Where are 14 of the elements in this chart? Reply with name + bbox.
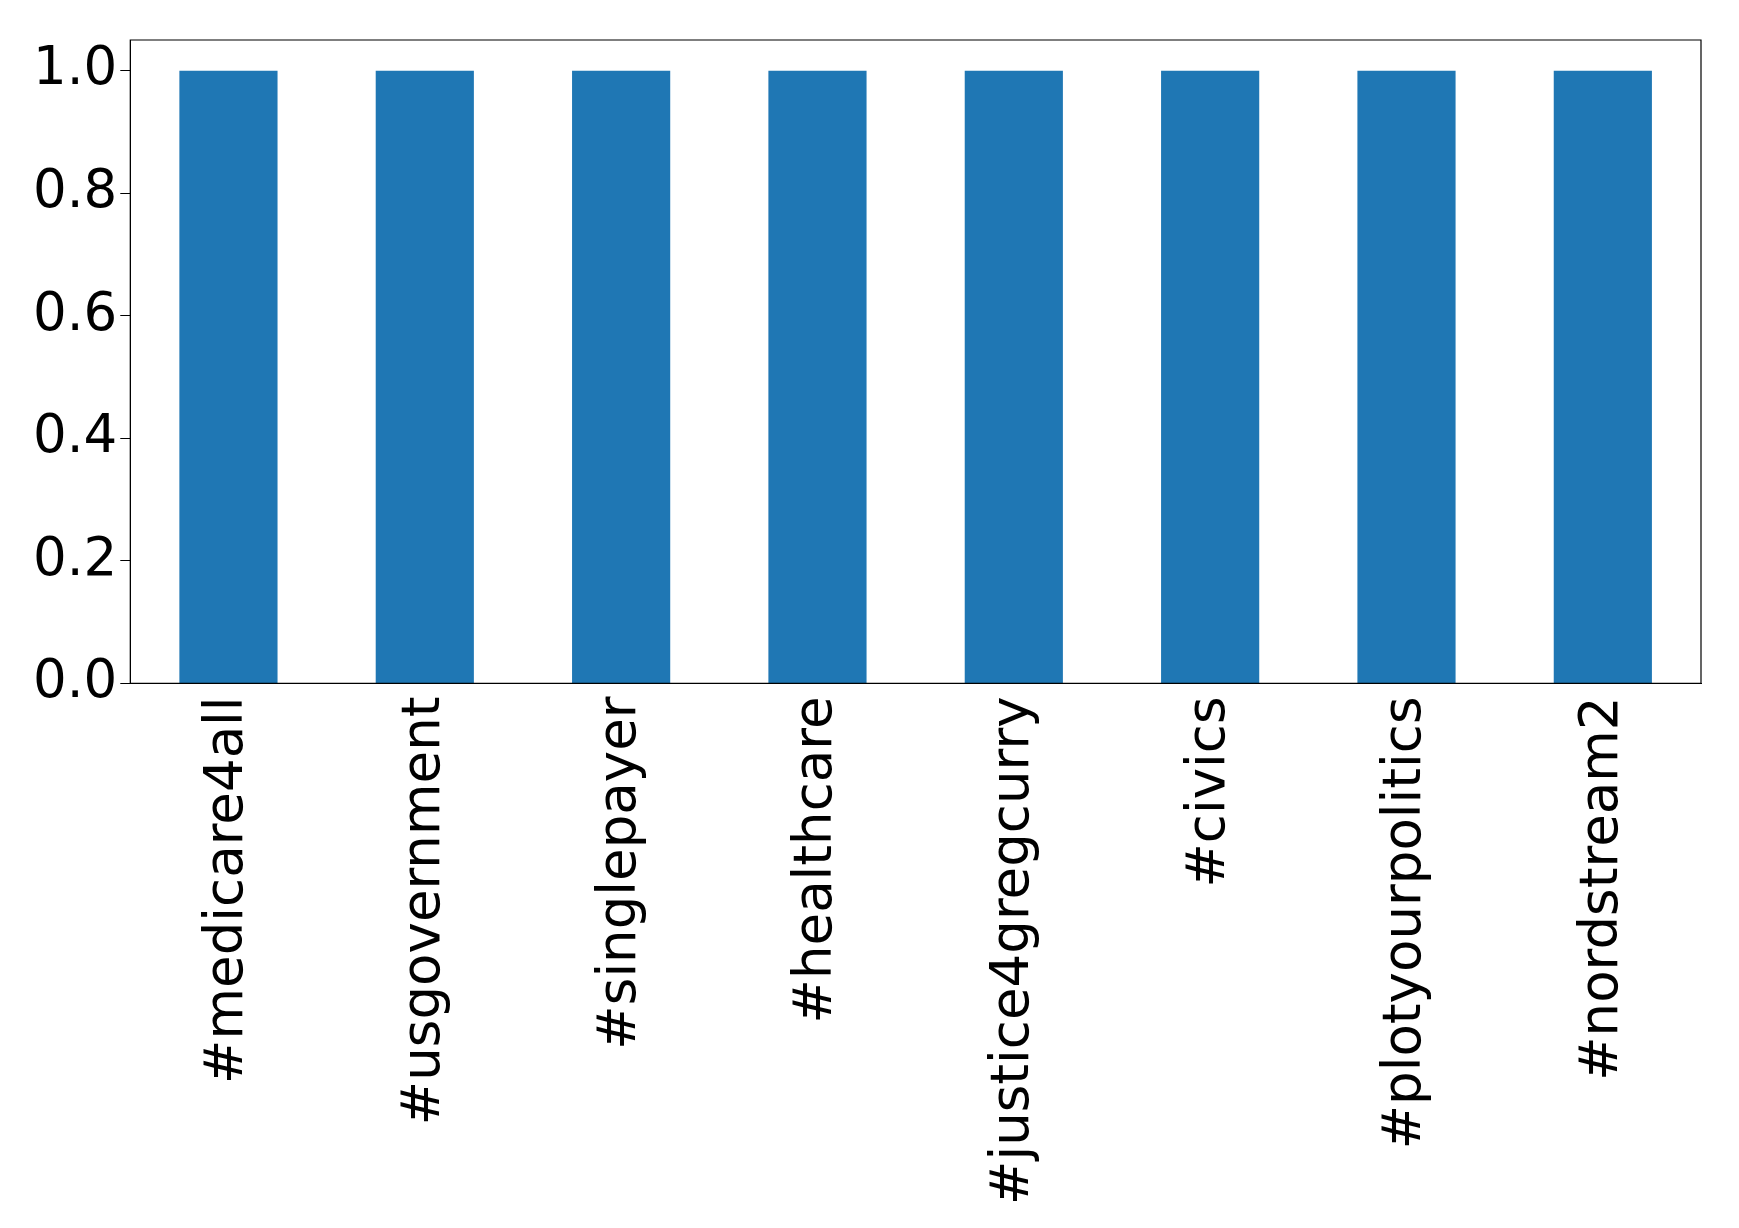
- y-tick-label: 0.6: [32, 280, 118, 342]
- y-tick-label: 0.2: [32, 525, 118, 587]
- x-tick-label: #justice4gregcurry: [978, 696, 1040, 1206]
- x-tick-label: #medicare4all: [193, 696, 255, 1084]
- y-tick-label: 0.0: [32, 648, 118, 710]
- x-tick-label: #nordstream2: [1567, 696, 1629, 1081]
- x-tick-label: #plotyourpolitics: [1371, 696, 1433, 1150]
- y-tick-label: 1.0: [32, 35, 118, 97]
- x-tick-label: #healthcare: [782, 696, 844, 1024]
- x-tick-label: #singlepayer: [585, 696, 647, 1050]
- x-tick-label: #civics: [1174, 696, 1236, 888]
- y-tick-label: 0.8: [32, 157, 118, 219]
- x-tick-label: #usgovernment: [389, 696, 451, 1126]
- y-tick-label: 0.4: [32, 403, 118, 465]
